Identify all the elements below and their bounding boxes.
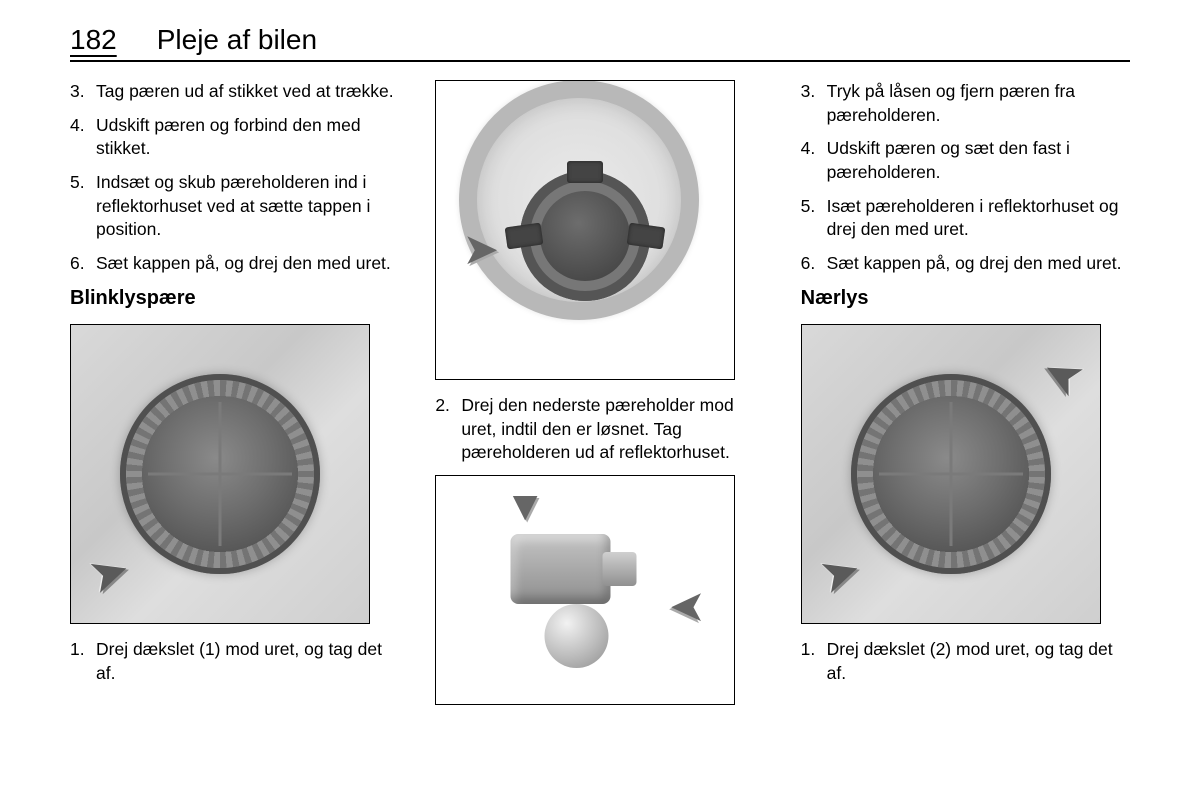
figure-bulb-holder: ➤ bbox=[435, 80, 735, 380]
step-item: 6.Sæt kappen på, og drej den med uret. bbox=[92, 252, 399, 276]
step-number: 5. bbox=[70, 171, 85, 195]
step-number: 3. bbox=[801, 80, 816, 104]
step-text: Drej dækslet (2) mod uret, og tag det af… bbox=[827, 639, 1113, 683]
figure-remove-bulb: ▼ ➤ bbox=[435, 475, 735, 705]
step-item: 1.Drej dækslet (2) mod uret, og tag det … bbox=[823, 638, 1130, 685]
cap-teeth-icon bbox=[857, 380, 1045, 568]
column-3: 3. Tryk på låsen og fjern pæren fra pæreh… bbox=[801, 80, 1130, 719]
step-number: 4. bbox=[801, 137, 816, 161]
step-text: Tag pæren ud af stikket ved at trække. bbox=[96, 81, 394, 101]
bulb-socket-icon bbox=[520, 171, 650, 301]
step-number: 1. bbox=[70, 638, 85, 662]
step-number: 3. bbox=[70, 80, 85, 104]
step-text: Udskift pæren og sæt den fast i pærehold… bbox=[827, 138, 1070, 182]
step-text: Sæt kappen på, og drej den med uret. bbox=[827, 253, 1122, 273]
step-item: 4.Udskift pæren og forbind den med stikk… bbox=[92, 114, 399, 161]
step-item: 5.Indsæt og skub pæreholderen ind i refl… bbox=[92, 171, 399, 242]
step-text: Sæt kappen på, og drej den med uret. bbox=[96, 253, 391, 273]
pull-arrow-icon: ➤ bbox=[669, 581, 706, 632]
step-item: 3.Tag pæren ud af stikket ved at trække. bbox=[92, 80, 399, 104]
chapter-title: Pleje af bilen bbox=[157, 24, 317, 56]
step-text: Indsæt og skub pæreholderen ind i reflek… bbox=[96, 172, 370, 239]
cap-dial-icon bbox=[851, 374, 1051, 574]
step-number: 6. bbox=[70, 252, 85, 276]
step-text: Tryk på låsen og fjern pæren fra pærehol… bbox=[827, 81, 1075, 125]
page-number: 182 bbox=[70, 24, 117, 56]
steps-list-prev: 3.Tag pæren ud af stikket ved at trække.… bbox=[70, 80, 399, 275]
step-number: 4. bbox=[70, 114, 85, 138]
step-item: 4.Udskift pæren og sæt den fast i pæreho… bbox=[823, 137, 1130, 184]
bulb-assembly-icon bbox=[511, 534, 660, 668]
rotate-arrow-icon: ➤ bbox=[462, 224, 499, 275]
step-number: 5. bbox=[801, 195, 816, 219]
figure-cap-ccw-1: ➤ bbox=[70, 324, 370, 624]
step-text: Drej den nederste pæreholder mod uret, i… bbox=[461, 395, 733, 462]
step-item: 5.Isæt pæreholderen i reflektorhuset og … bbox=[823, 195, 1130, 242]
step-text: Isæt pæreholderen i reflektorhuset og dr… bbox=[827, 196, 1119, 240]
step-number: 1. bbox=[801, 638, 816, 662]
step-number: 6. bbox=[801, 252, 816, 276]
step-item: 3.Tryk på låsen og fjern pæren fra pæreh… bbox=[823, 80, 1130, 127]
step-item: 2.Drej den nederste pæreholder mod uret,… bbox=[457, 394, 764, 465]
page-header: 182 Pleje af bilen bbox=[70, 24, 1130, 62]
step-text: Drej dækslet (1) mod uret, og tag det af… bbox=[96, 639, 382, 683]
column-1: 3.Tag pæren ud af stikket ved at trække.… bbox=[70, 80, 399, 719]
subheading-blinklyspaere: Blinklyspære bbox=[70, 287, 399, 310]
step-text: Udskift pæren og forbind den med stikket… bbox=[96, 115, 361, 159]
cap-teeth-icon bbox=[126, 380, 314, 568]
figure-caption-list-2: 1. Drej dækslet (2) mod uret, og tag det … bbox=[801, 638, 1130, 685]
connector-icon bbox=[511, 534, 611, 604]
cap-dial-icon bbox=[120, 374, 320, 574]
bulb-icon bbox=[545, 604, 609, 668]
column-2: ➤ 2. Drej den nederste pæreholder mod ure… bbox=[435, 80, 764, 719]
figure-caption-list: 1. Drej dækslet (1) mod uret, og tag det … bbox=[70, 638, 399, 685]
steps-list-col3: 3. Tryk på låsen og fjern pæren fra pæreh… bbox=[801, 80, 1130, 275]
step-item: 1.Drej dækslet (1) mod uret, og tag det … bbox=[92, 638, 399, 685]
socket-lug-icon bbox=[627, 223, 666, 250]
press-arrow-icon: ▼ bbox=[504, 482, 546, 530]
content-columns: 3.Tag pæren ud af stikket ved at trække.… bbox=[70, 80, 1130, 719]
figure-cap-ccw-2: ➤ ➤ bbox=[801, 324, 1101, 624]
subheading-naerlys: Nærlys bbox=[801, 287, 1130, 310]
step-2-text: 2. Drej den nederste pæreholder mod uret,… bbox=[435, 394, 764, 465]
step-item: 6.Sæt kappen på, og drej den med uret. bbox=[823, 252, 1130, 276]
step-number: 2. bbox=[435, 394, 450, 418]
socket-lug-icon bbox=[567, 161, 603, 183]
